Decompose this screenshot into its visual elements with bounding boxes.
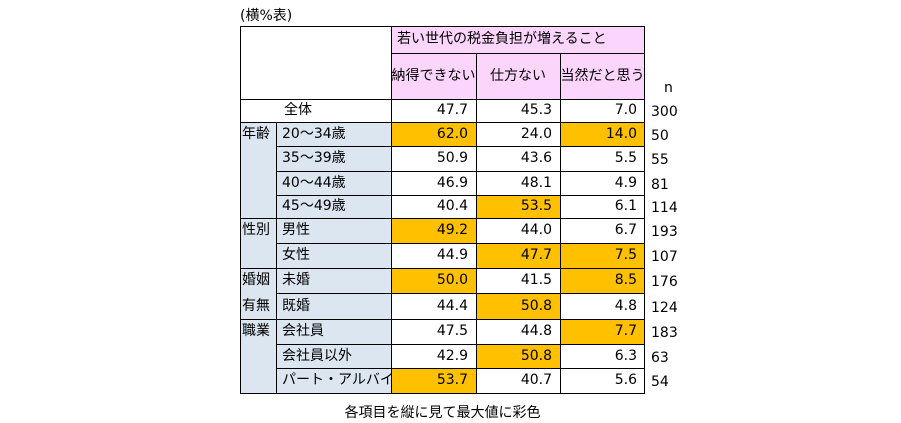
category-block-marital xyxy=(240,268,276,319)
category-label: 年齢 xyxy=(242,126,270,142)
n-value: 183 xyxy=(651,325,678,341)
value-cell: 8.5 xyxy=(560,268,645,293)
value-cell: 7.5 xyxy=(560,243,645,268)
row-label: 既婚 xyxy=(276,293,391,319)
row-line xyxy=(240,122,645,123)
category-label: 婚姻 xyxy=(242,272,270,288)
row-label: 45～49歳 xyxy=(276,195,391,218)
value-cell: 50.9 xyxy=(436,150,468,166)
value-cell: 48.1 xyxy=(520,175,552,191)
value-cell: 5.6 xyxy=(614,372,637,388)
value-cell: 43.6 xyxy=(520,150,552,166)
row-label: パート・アルバイト xyxy=(276,368,408,393)
table-border-left xyxy=(240,26,241,393)
value-cell: 40.4 xyxy=(436,198,468,214)
col-line-1 xyxy=(391,26,392,393)
value-cell: 47.7 xyxy=(436,102,468,118)
value-cell: 50.8 xyxy=(476,344,560,368)
value-cell: 46.9 xyxy=(436,175,468,191)
column-header-2: 仕方ない xyxy=(476,53,560,99)
n-value: 176 xyxy=(651,274,678,290)
row-label: 20～34歳 xyxy=(276,122,391,146)
row-label: 男性 xyxy=(276,218,391,243)
value-cell: 47.5 xyxy=(436,323,468,339)
row-line xyxy=(276,171,645,172)
row-label: 35～39歳 xyxy=(276,146,391,171)
n-value: 193 xyxy=(651,224,678,240)
row-label: 会社員 xyxy=(276,319,391,344)
n-value: 300 xyxy=(651,104,678,120)
n-value: 63 xyxy=(651,350,669,366)
n-value: 107 xyxy=(651,249,678,265)
n-value: 50 xyxy=(651,128,669,144)
value-cell: 5.5 xyxy=(614,150,637,166)
n-value: 114 xyxy=(651,200,678,216)
n-value: 54 xyxy=(651,374,669,390)
row-label: 全体 xyxy=(284,102,312,118)
row-label: 未婚 xyxy=(276,268,391,293)
value-cell: 14.0 xyxy=(560,122,645,146)
value-cell: 44.0 xyxy=(520,222,552,238)
category-block-age xyxy=(240,122,276,218)
row-line xyxy=(240,218,645,219)
group-header: 若い世代の税金負担が増えること xyxy=(391,26,645,53)
unit-note: (横%表) xyxy=(240,8,293,24)
footnote: 各項目を縦に見て最大値に彩色 xyxy=(344,405,541,421)
row-line xyxy=(276,243,645,244)
category-label: 職業 xyxy=(242,323,270,339)
n-header: n xyxy=(664,80,673,96)
n-value: 124 xyxy=(651,300,678,316)
value-cell: 53.5 xyxy=(476,195,560,218)
col-line-label xyxy=(276,122,277,393)
value-cell: 50.0 xyxy=(391,268,476,293)
row-label: 40～44歳 xyxy=(276,171,391,195)
header-line xyxy=(391,53,645,54)
value-cell: 44.8 xyxy=(520,323,552,339)
value-cell: 53.7 xyxy=(391,368,476,393)
category-block-gender xyxy=(240,218,276,268)
row-line xyxy=(276,368,645,369)
value-cell: 7.0 xyxy=(614,102,637,118)
value-cell: 24.0 xyxy=(520,126,552,142)
value-cell: 4.8 xyxy=(614,298,637,314)
column-header-1: 納得できない xyxy=(391,53,476,99)
value-cell: 7.7 xyxy=(560,319,645,344)
col-line-2 xyxy=(476,53,477,393)
table-border-right xyxy=(644,26,645,393)
column-header-3: 当然だと思う xyxy=(560,53,645,99)
value-cell: 40.7 xyxy=(520,372,552,388)
value-cell: 62.0 xyxy=(391,122,476,146)
row-line xyxy=(276,344,645,345)
row-label: 女性 xyxy=(276,243,391,268)
row-line xyxy=(240,319,645,320)
value-cell: 41.5 xyxy=(520,272,552,288)
value-cell: 6.3 xyxy=(614,348,637,364)
value-cell: 49.2 xyxy=(391,218,476,243)
value-cell: 47.7 xyxy=(476,243,560,268)
row-line xyxy=(276,293,645,294)
value-cell: 50.8 xyxy=(476,293,560,319)
value-cell: 44.4 xyxy=(436,298,468,314)
value-cell: 44.9 xyxy=(436,247,468,263)
value-cell: 6.1 xyxy=(614,198,637,214)
row-line xyxy=(276,195,645,196)
value-cell: 42.9 xyxy=(436,348,468,364)
n-value: 81 xyxy=(651,177,669,193)
row-line xyxy=(276,146,645,147)
row-label: 会社員以外 xyxy=(276,344,391,368)
value-cell: 6.7 xyxy=(614,222,637,238)
value-cell: 45.3 xyxy=(520,102,552,118)
row-line xyxy=(240,268,645,269)
table-border-top xyxy=(240,26,645,27)
value-cell: 4.9 xyxy=(614,175,637,191)
header-bottom-line xyxy=(240,99,645,100)
category-label: 性別 xyxy=(242,222,270,238)
col-line-3 xyxy=(560,53,561,393)
category-block-job xyxy=(240,319,276,393)
table-border-bottom xyxy=(240,393,645,394)
n-value: 55 xyxy=(651,152,669,168)
category-label: 有無 xyxy=(242,298,270,314)
